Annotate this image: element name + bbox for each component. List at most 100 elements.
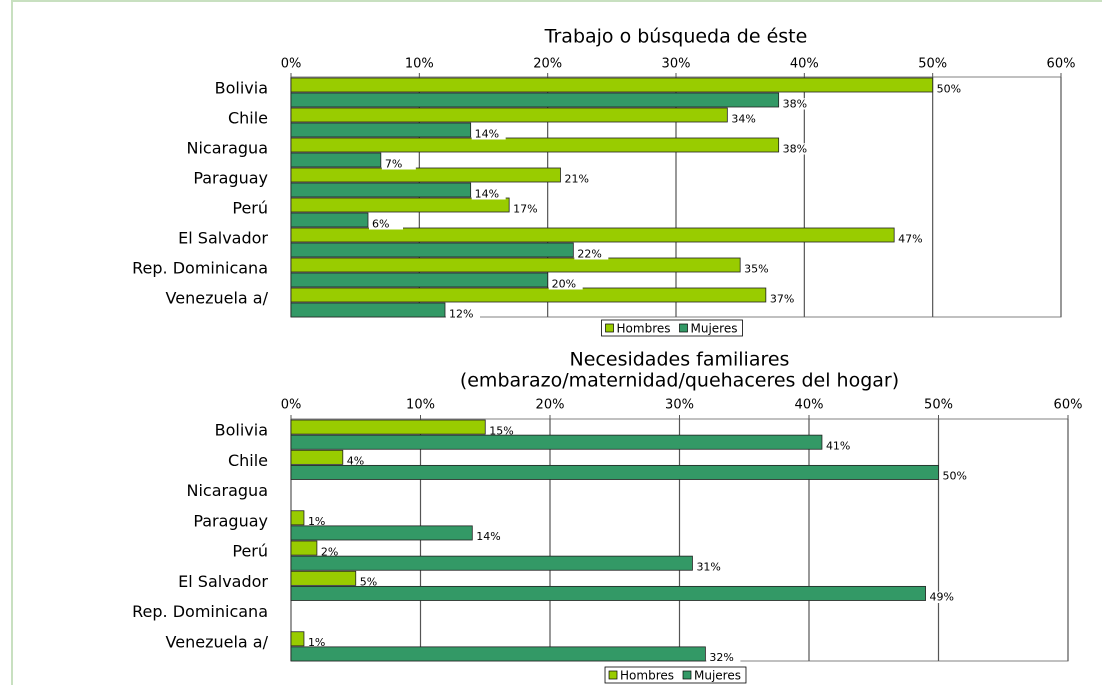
value-label-bg [304, 637, 339, 649]
value-label-bg [510, 203, 545, 215]
x-tick-label: 10% [406, 398, 435, 413]
bar [290, 585, 926, 601]
category-label: Chile [228, 451, 268, 470]
bar [290, 137, 780, 153]
category-label: Rep. Dominicana [132, 259, 268, 278]
value-label-bg [446, 308, 480, 320]
bar [290, 107, 728, 123]
value-label: 14% [476, 530, 500, 543]
x-tick-label: 30% [665, 398, 694, 413]
value-label: 38% [783, 97, 807, 110]
chart-title: Trabajo o búsqueda de éste [544, 26, 808, 48]
value-label: 38% [783, 142, 807, 155]
legend: Hombres Mujeres [601, 319, 743, 337]
value-label-bg [574, 248, 609, 260]
value-label-bg [822, 440, 857, 452]
category-label: Venezuela a/ [166, 632, 269, 651]
bar [290, 167, 561, 183]
legend: Hombres Mujeres [604, 666, 747, 684]
value-label-bg [471, 188, 506, 200]
value-label-bg [473, 531, 508, 543]
value-label: 7% [385, 157, 402, 170]
bar [290, 302, 446, 318]
bar [290, 227, 895, 243]
value-label: 20% [552, 277, 576, 290]
category-label: Paraguay [193, 511, 268, 530]
bar [290, 540, 318, 556]
value-label-bg [939, 470, 974, 483]
chart-subtitle: (embarazo/maternidad/quehaceres del hoga… [460, 370, 899, 392]
value-label: 22% [577, 247, 601, 260]
category-label: Perú [232, 542, 268, 561]
value-label-bg [356, 576, 391, 588]
value-label: 41% [826, 439, 850, 452]
x-tick-label: 40% [790, 57, 819, 72]
bar [290, 646, 706, 662]
value-label: 2% [321, 545, 338, 558]
legend-swatch [682, 670, 692, 680]
bar [290, 510, 305, 526]
category-label: El Salvador [178, 229, 268, 248]
x-tick-label: 20% [533, 57, 562, 72]
bar [290, 449, 344, 465]
value-label-bg [317, 546, 352, 558]
value-label: 47% [898, 232, 922, 245]
x-tick-label: 0% [281, 398, 302, 413]
bar [290, 182, 472, 198]
value-label-bg [895, 233, 930, 245]
legend-swatch [679, 323, 688, 333]
bar [290, 419, 486, 435]
value-label-bg [304, 516, 339, 528]
bar [290, 464, 939, 480]
bar [290, 525, 473, 541]
value-label: 5% [360, 576, 377, 589]
value-label: 6% [372, 217, 389, 230]
legend-label: Mujeres [694, 669, 741, 683]
legend-box [601, 319, 743, 337]
category-label: Perú [232, 199, 268, 218]
value-label: 15% [489, 424, 513, 437]
category-label: Venezuela a/ [166, 289, 269, 308]
legend-swatch [608, 670, 618, 680]
category-label: Bolivia [215, 421, 268, 440]
value-label-bg [381, 158, 416, 170]
value-label: 14% [475, 127, 499, 140]
category-label: Paraguay [193, 169, 268, 188]
bar [290, 197, 510, 213]
value-label: 35% [744, 262, 768, 275]
value-label: 49% [930, 591, 954, 604]
x-tick-label: 50% [924, 398, 953, 413]
value-label: 17% [513, 202, 537, 215]
value-label: 1% [308, 515, 325, 528]
legend-box [604, 666, 747, 684]
bar [290, 242, 574, 258]
value-label-bg [693, 561, 728, 573]
legend-label: Hombres [620, 669, 674, 683]
bar [290, 77, 934, 93]
value-label: 37% [770, 292, 794, 305]
chart-title: Necesidades familiares [570, 349, 790, 371]
bar [290, 272, 549, 288]
x-tick-label: 20% [536, 398, 565, 413]
value-label-bg [741, 263, 776, 275]
bar [290, 570, 357, 586]
x-tick-label: 30% [662, 57, 691, 72]
value-label-bg [471, 128, 506, 140]
category-label: El Salvador [178, 572, 268, 591]
category-label: Rep. Dominicana [132, 602, 268, 621]
bar [290, 555, 693, 571]
x-tick-label: 60% [1054, 398, 1083, 413]
bar [290, 212, 369, 228]
value-label-bg [779, 143, 814, 155]
x-tick-label: 50% [918, 57, 947, 72]
category-label: Bolivia [215, 79, 268, 98]
bar [290, 92, 780, 108]
value-label-bg [926, 591, 961, 604]
bar [290, 631, 305, 647]
value-label-bg [548, 278, 583, 290]
value-label: 14% [475, 187, 499, 200]
value-label: 4% [347, 455, 364, 468]
value-label: 12% [449, 307, 473, 320]
legend-label: Hombres [617, 322, 671, 336]
